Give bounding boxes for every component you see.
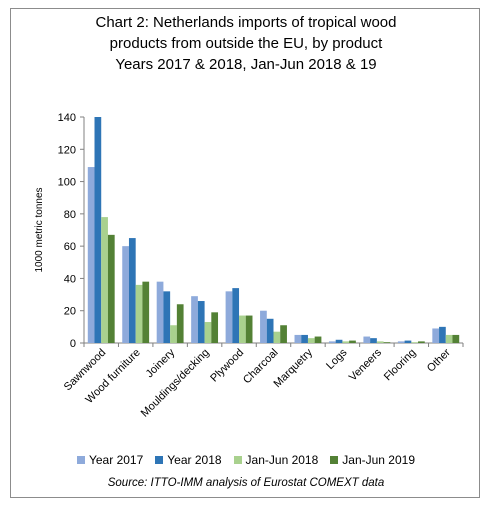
bar <box>280 325 287 343</box>
chart-legend: Year 2017 Year 2018 Jan-Jun 2018 Jan-Jun 20… <box>0 453 492 467</box>
legend-swatch <box>233 456 242 464</box>
bar <box>404 340 412 343</box>
bar <box>197 301 205 343</box>
legend-item: Jan-Jun 2018 <box>233 453 319 467</box>
bar <box>191 296 198 343</box>
legend-swatch <box>155 456 164 464</box>
bar <box>314 336 322 343</box>
bar <box>122 246 129 343</box>
y-tick-label: 20 <box>64 306 76 318</box>
legend-item: Jan-Jun 2019 <box>330 453 415 467</box>
bar <box>307 338 315 343</box>
y-axis-label: 1000 metric tonnes <box>34 187 45 272</box>
legend-swatch <box>76 456 85 464</box>
bar <box>301 334 308 343</box>
bar <box>376 341 384 343</box>
y-tick-label: 140 <box>58 112 76 124</box>
chart-source: Source: ITTO-IMM analysis of Eurostat CO… <box>107 477 385 489</box>
bar <box>411 342 419 343</box>
bar <box>383 342 391 343</box>
chart-title: Chart 2: Netherlands imports of tropical… <box>0 12 492 75</box>
bar <box>142 281 150 343</box>
legend-label: Year 2018 <box>167 453 222 467</box>
bar <box>176 304 184 343</box>
bar <box>273 331 281 343</box>
y-tick-label: 60 <box>64 241 76 253</box>
bar <box>432 328 440 343</box>
legend-item: Year 2017 <box>76 453 144 467</box>
legend-swatch <box>330 456 339 464</box>
bar <box>397 341 405 343</box>
bar <box>163 291 171 343</box>
bar <box>101 217 108 343</box>
bar <box>452 334 460 343</box>
x-tick-label: Logs <box>324 346 350 372</box>
x-tick-label: Veneers <box>347 346 384 383</box>
chart-title-line-3: Years 2017 & 2018, Jan-Jun 2018 & 19 <box>115 56 377 73</box>
chart-title-line-2: products from outside the EU, by product <box>109 35 383 52</box>
bar <box>204 322 212 343</box>
bar <box>294 334 302 343</box>
bar <box>418 341 425 343</box>
y-tick-label: 40 <box>64 273 76 285</box>
bar <box>266 318 274 343</box>
bar <box>156 281 164 343</box>
legend-label: Jan-Jun 2018 <box>245 453 319 467</box>
y-tick-label: 80 <box>64 209 76 221</box>
bar <box>349 340 356 343</box>
bar <box>439 326 446 343</box>
legend-item: Year 2018 <box>155 453 222 467</box>
bar <box>363 336 371 343</box>
x-tick-label: Flooring <box>382 347 419 384</box>
bar <box>245 315 253 343</box>
x-tick-label: Plywood <box>208 347 246 385</box>
bar <box>135 284 143 343</box>
bar <box>328 341 336 343</box>
bar <box>260 310 267 343</box>
bar <box>239 315 246 343</box>
x-tick-label: Other <box>425 346 453 374</box>
x-tick-label: Joinery <box>144 346 178 380</box>
bar <box>370 338 377 343</box>
y-tick-label: 100 <box>58 177 76 189</box>
bar <box>94 117 102 343</box>
bar <box>211 312 219 343</box>
bar <box>225 291 233 343</box>
y-tick-label: 0 <box>70 338 76 350</box>
bar <box>87 167 95 343</box>
bar <box>170 325 177 343</box>
bar <box>232 288 240 343</box>
legend-label: Year 2017 <box>88 453 144 467</box>
bar <box>107 234 115 343</box>
x-tick-label: Mouldings/decking <box>139 347 212 420</box>
bar <box>445 334 453 343</box>
legend-label: Jan-Jun 2019 <box>342 453 416 467</box>
bar <box>335 339 343 343</box>
y-tick-label: 120 <box>58 144 76 156</box>
bar <box>128 238 136 343</box>
chart-title-line-1: Chart 2: Netherlands imports of tropical… <box>95 14 397 31</box>
bar <box>342 341 350 343</box>
